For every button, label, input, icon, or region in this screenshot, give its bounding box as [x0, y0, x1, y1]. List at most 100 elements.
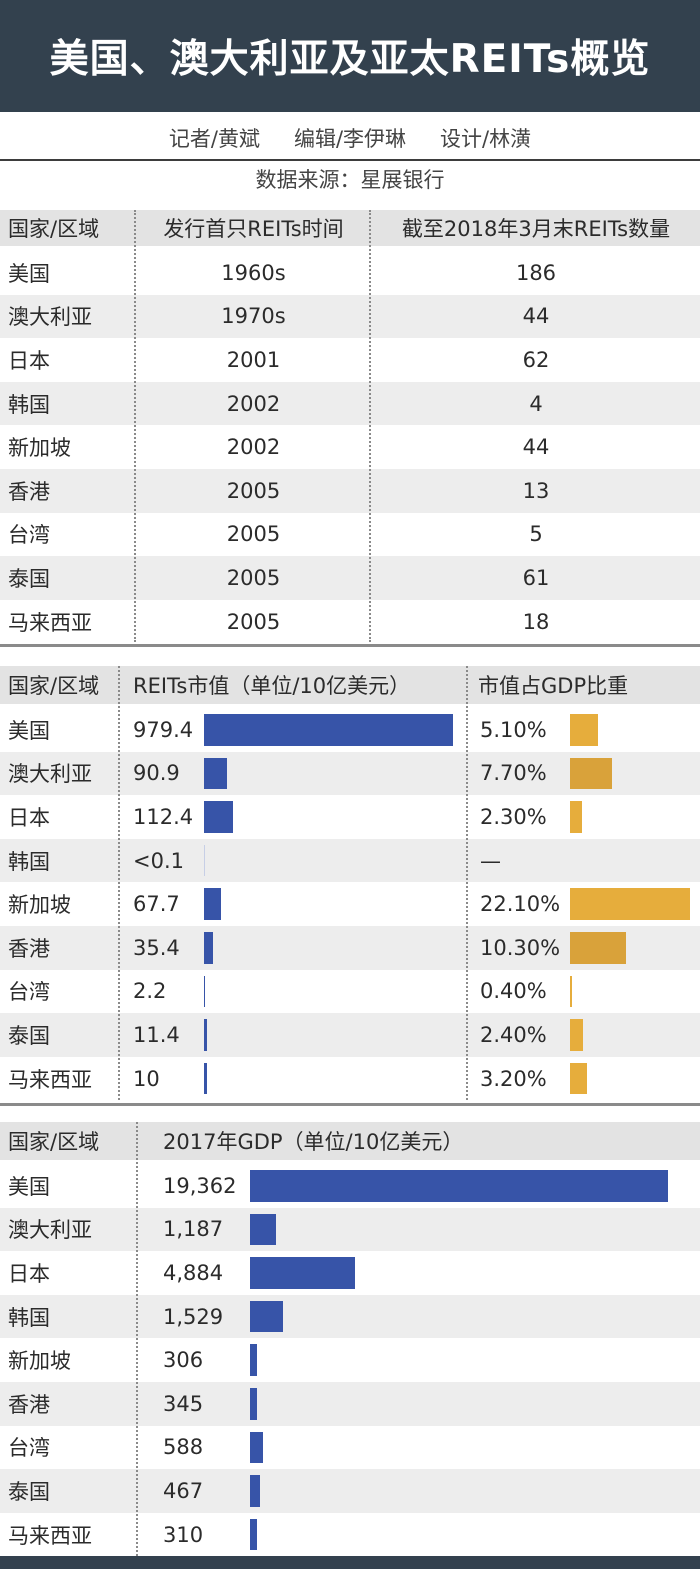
gdp-bar [250, 1344, 257, 1376]
region-label: 新加坡 [8, 1349, 71, 1374]
table-row: 香港 35.4 10.30% [0, 926, 700, 970]
gdp-value-label: 345 [163, 1391, 204, 1416]
table-row: 马来西亚 310 [0, 1513, 700, 1557]
table-cell: 4 [529, 391, 543, 416]
region-label: 美国 [8, 1174, 50, 1199]
region-label: 美国 [8, 718, 50, 743]
region-label: 马来西亚 [8, 1523, 92, 1548]
gdp-bar [250, 1431, 263, 1464]
table-header-row: 国家/区域 2017年GDP（单位/10亿美元） [0, 1122, 700, 1160]
table-row: 美国 1960s 186 [0, 251, 700, 295]
gdp-share-label: 2.40% [480, 1022, 547, 1047]
market-cap-bar [204, 1062, 207, 1095]
table-row: 美国 19,362 [0, 1164, 700, 1208]
table-row: 新加坡 306 [0, 1338, 700, 1382]
gdp-share-bar [570, 714, 598, 746]
region-label: 泰国 [8, 566, 50, 591]
section-divider [0, 644, 700, 647]
gdp-share-label: 7.70% [480, 761, 547, 786]
table-cell: 2001 [226, 347, 281, 372]
column-header: REITs市值（单位/10亿美元） [133, 674, 411, 698]
table-row: 新加坡 67.7 22.10% [0, 882, 700, 926]
gdp-share-label: — [480, 848, 501, 873]
table-row: 美国 979.4 5.10% [0, 708, 700, 752]
gdp-bar [250, 1170, 668, 1202]
table-cell: 5 [529, 522, 543, 547]
region-label: 新加坡 [8, 893, 71, 918]
table-row: 日本 4,884 [0, 1251, 700, 1295]
table-row: 韩国 1,529 [0, 1294, 700, 1339]
table-row: 澳大利亚 1,187 [0, 1207, 700, 1252]
column-divider [136, 1122, 138, 1556]
gdp-value-label: 310 [163, 1522, 204, 1547]
section-divider [0, 1103, 700, 1106]
region-label: 台湾 [8, 1436, 50, 1461]
table-cell: 2005 [226, 522, 281, 547]
table-row: 马来西亚 2005 18 [0, 600, 700, 644]
gdp-bar [250, 1300, 283, 1333]
gdp-value-label: 4,884 [163, 1260, 224, 1285]
table-cell: 62 [522, 347, 550, 372]
column-header: 国家/区域 [8, 1130, 100, 1154]
table-cell: 1970s [221, 304, 286, 329]
market-cap-bar [204, 844, 205, 877]
region-label: 韩国 [8, 849, 50, 874]
table-row: 韩国 2002 4 [0, 381, 700, 426]
market-cap-label: 90.9 [133, 761, 180, 786]
market-cap-bar [204, 801, 233, 833]
data-source: 数据来源：星展银行 [255, 168, 445, 192]
column-divider [466, 666, 468, 1100]
region-label: 香港 [8, 936, 50, 961]
table-cell: 2005 [226, 609, 281, 634]
table-row: 台湾 2.2 0.40% [0, 970, 700, 1014]
gdp-share-bar [570, 888, 690, 920]
gdp-share-label: 2.30% [480, 804, 547, 829]
table-row: 台湾 588 [0, 1426, 700, 1470]
reporter-credit: 记者/黄斌 [168, 127, 260, 151]
table-cell: 61 [522, 565, 550, 590]
table-cell: 2002 [226, 391, 281, 416]
region-label: 台湾 [8, 523, 50, 548]
region-label: 马来西亚 [8, 610, 92, 635]
region-label: 台湾 [8, 980, 50, 1005]
table-row: 日本 2001 62 [0, 338, 700, 382]
market-cap-label: 112.4 [133, 804, 194, 829]
market-cap-label: 11.4 [133, 1022, 180, 1047]
gdp-value-label: 306 [163, 1348, 204, 1373]
table-row: 澳大利亚 1970s 44 [0, 294, 700, 339]
table-row: 泰国 467 [0, 1469, 700, 1513]
gdp-bar [250, 1518, 257, 1551]
table-cell: 2005 [226, 478, 281, 503]
market-cap-bar [204, 757, 228, 790]
region-label: 日本 [8, 805, 50, 830]
column-header: 国家/区域 [8, 674, 100, 698]
table-cell: 2002 [226, 435, 281, 460]
gdp-share-bar [570, 1062, 588, 1095]
gdp-share-label: 3.20% [480, 1066, 547, 1091]
region-label: 澳大利亚 [8, 1218, 92, 1243]
table-row: 日本 112.4 2.30% [0, 795, 700, 839]
market-cap-bar [204, 888, 222, 920]
region-label: 日本 [8, 348, 50, 373]
editor-credit: 编辑/李伊琳 [293, 127, 407, 151]
gdp-share-bar [570, 975, 573, 1008]
region-label: 澳大利亚 [8, 305, 92, 330]
design-credit: 设计/林潢 [440, 127, 532, 151]
gdp-share-bar [570, 757, 612, 790]
table-cell: 44 [522, 304, 550, 329]
table-row: 马来西亚 10 3.20% [0, 1057, 700, 1101]
market-cap-label: 10 [133, 1066, 160, 1091]
column-header: 发行首只REITs时间 [163, 217, 344, 241]
region-label: 韩国 [8, 392, 50, 417]
region-label: 美国 [8, 261, 50, 286]
table-cell: 2005 [226, 565, 281, 590]
market-cap-label: 2.2 [133, 979, 167, 1004]
region-label: 日本 [8, 1261, 50, 1286]
market-cap-label: <0.1 [133, 848, 184, 873]
market-cap-bar [204, 1019, 207, 1051]
credits: 记者/黄斌 编辑/李伊琳 设计/林潢 [0, 120, 700, 156]
region-label: 泰国 [8, 1023, 50, 1048]
table-header-row: 国家/区域 发行首只REITs时间 截至2018年3月末REITs数量 [0, 210, 700, 246]
gdp-value-label: 467 [163, 1478, 204, 1503]
market-cap-bar [204, 714, 453, 746]
